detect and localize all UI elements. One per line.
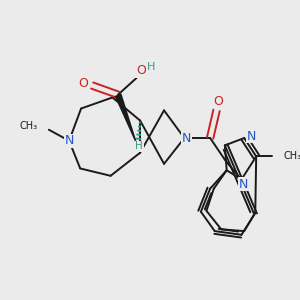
Text: O: O: [214, 95, 223, 108]
Text: O: O: [136, 64, 146, 77]
Text: N: N: [64, 134, 74, 147]
Text: N: N: [238, 178, 248, 190]
Text: O: O: [78, 77, 88, 90]
Text: CH₃: CH₃: [20, 121, 38, 131]
Text: N: N: [247, 130, 256, 143]
Text: H: H: [147, 62, 155, 72]
Text: CH₃: CH₃: [284, 152, 300, 161]
Polygon shape: [115, 93, 140, 153]
Text: H: H: [135, 141, 143, 151]
Text: N: N: [182, 131, 191, 145]
